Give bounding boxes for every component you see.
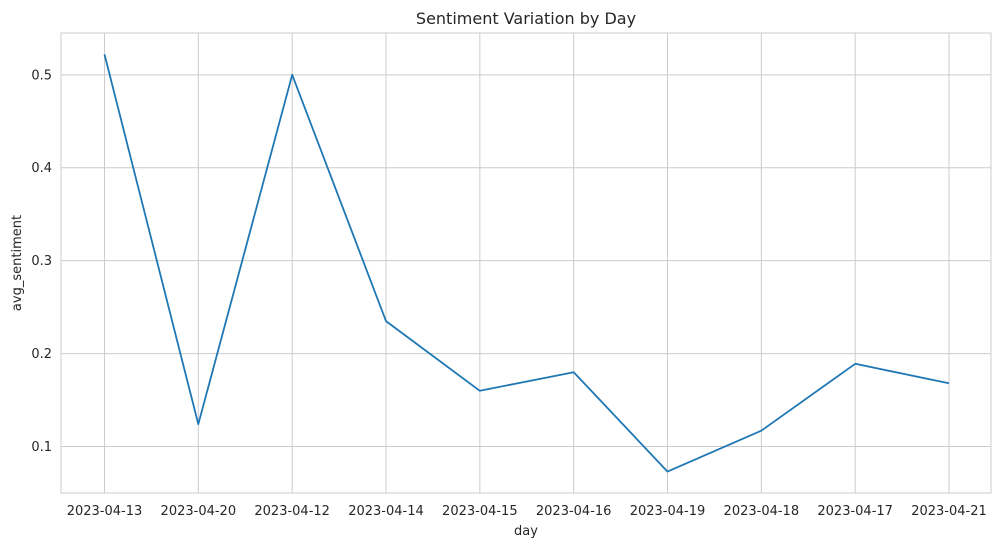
grid bbox=[61, 33, 991, 493]
x-tick-label: 2023-04-14 bbox=[348, 504, 424, 519]
series-layer bbox=[103, 54, 950, 473]
x-tick-label: 2023-04-19 bbox=[630, 504, 706, 519]
x-tick-label: 2023-04-16 bbox=[536, 504, 612, 519]
chart-title: Sentiment Variation by Day bbox=[416, 9, 636, 28]
y-tick-label: 0.1 bbox=[31, 440, 52, 455]
x-tick-label: 2023-04-18 bbox=[724, 504, 800, 519]
x-tick-label: 2023-04-13 bbox=[67, 504, 143, 519]
y-tick-label: 0.2 bbox=[31, 347, 52, 362]
y-axis-label: avg_sentiment bbox=[10, 215, 25, 311]
x-axis-label: day bbox=[514, 524, 538, 539]
x-tick-label: 2023-04-12 bbox=[254, 504, 330, 519]
y-tick-label: 0.5 bbox=[31, 68, 52, 83]
series-line bbox=[103, 54, 950, 473]
x-tick-label: 2023-04-21 bbox=[911, 504, 987, 519]
plot-frame bbox=[60, 32, 992, 494]
x-axis-ticks: 2023-04-13 2023-04-20 2023-04-12 2023-04-14… bbox=[67, 504, 987, 519]
x-tick-label: 2023-04-17 bbox=[817, 504, 893, 519]
y-axis-ticks: 0.1 0.2 0.3 0.4 0.5 bbox=[31, 68, 52, 455]
x-tick-label: 2023-04-15 bbox=[442, 504, 518, 519]
x-tick-label: 2023-04-20 bbox=[161, 504, 237, 519]
y-tick-label: 0.4 bbox=[31, 161, 52, 176]
y-tick-label: 0.3 bbox=[31, 254, 52, 269]
